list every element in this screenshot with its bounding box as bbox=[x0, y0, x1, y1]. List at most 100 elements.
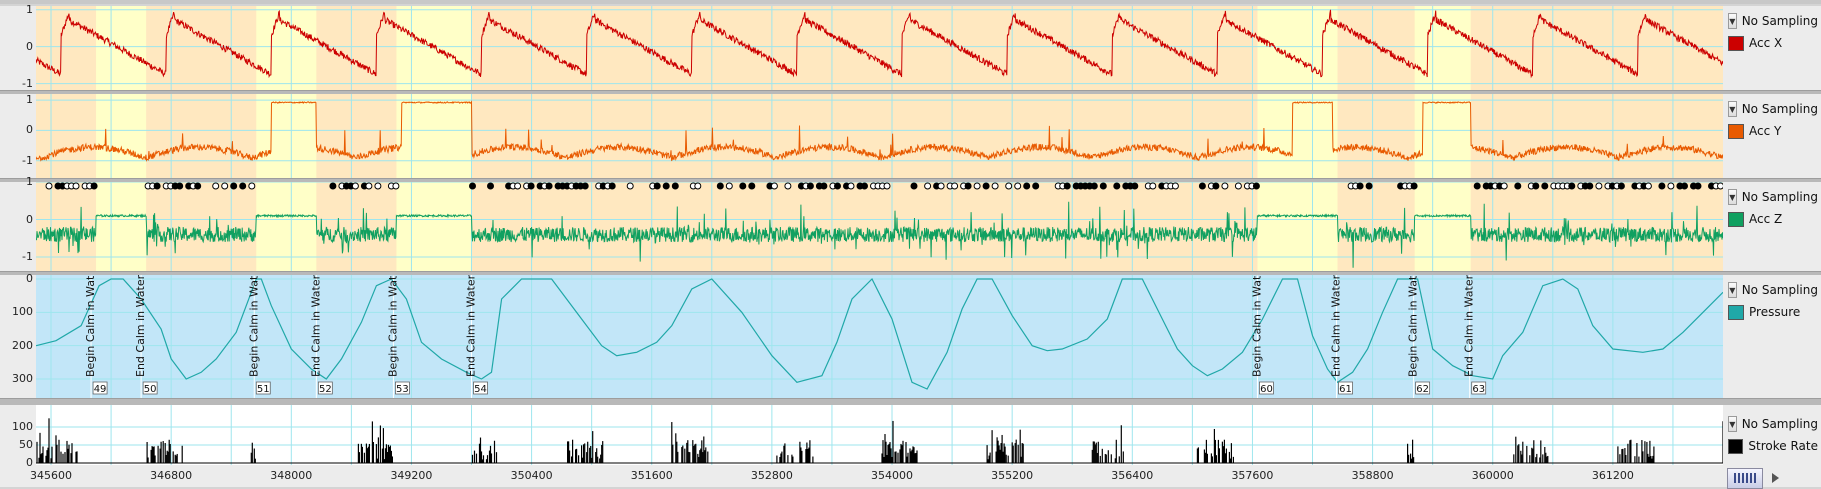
acc-z-legend[interactable]: Acc Z bbox=[1728, 210, 1818, 228]
acc-y-sampling-dropdown[interactable]: ▼ No Sampling bbox=[1728, 100, 1818, 118]
stroke-marker bbox=[806, 182, 814, 190]
sampling-toggle-button[interactable] bbox=[1727, 468, 1763, 489]
stroke-marker bbox=[248, 182, 256, 190]
acc-y-plot[interactable] bbox=[36, 94, 1723, 179]
stroke-marker bbox=[973, 182, 981, 190]
stroke-marker bbox=[1568, 182, 1576, 190]
panel-splitter[interactable] bbox=[0, 398, 1821, 405]
stroke-marker bbox=[1005, 182, 1013, 190]
stroke-marker bbox=[1099, 182, 1107, 190]
stroke-marker bbox=[820, 182, 828, 190]
top-toolbar-strip bbox=[0, 0, 1821, 4]
x-tick-label: 350400 bbox=[510, 469, 553, 482]
stroke-rate-sampling-dropdown[interactable]: ▼ No Sampling bbox=[1728, 415, 1818, 433]
panel-splitter[interactable] bbox=[0, 271, 1821, 275]
scroll-right-button[interactable] bbox=[1766, 470, 1806, 486]
stroke-marker bbox=[1410, 182, 1418, 190]
stroke-marker bbox=[847, 182, 855, 190]
acc-z-plot[interactable] bbox=[36, 182, 1723, 272]
stroke-rate-chart bbox=[36, 405, 1723, 465]
stroke-marker bbox=[1644, 182, 1652, 190]
calm-band bbox=[1257, 182, 1338, 272]
event-number: 49 bbox=[94, 384, 107, 395]
y-tick-label: 1 bbox=[26, 2, 33, 16]
stroke-marker bbox=[545, 182, 553, 190]
panel-splitter[interactable] bbox=[0, 178, 1821, 182]
acc-x-panel: ▼ No Sampling Acc X bbox=[0, 6, 1821, 91]
stroke-marker bbox=[194, 182, 202, 190]
pressure-sampling-dropdown[interactable]: ▼ No Sampling bbox=[1728, 281, 1818, 299]
acc-y-series bbox=[36, 100, 1723, 162]
stroke-marker bbox=[626, 182, 634, 190]
acc-x-plot[interactable] bbox=[36, 6, 1723, 91]
y-tick-label: 1 bbox=[26, 93, 33, 107]
acc-x-legend[interactable]: Acc X bbox=[1728, 34, 1818, 52]
y-tick-label: 0 bbox=[26, 272, 33, 285]
stroke-rate-legend[interactable]: Stroke Rate bbox=[1728, 437, 1818, 455]
stroke-marker bbox=[230, 182, 238, 190]
stroke-marker bbox=[239, 182, 247, 190]
stroke-marker bbox=[90, 182, 98, 190]
stroke-marker bbox=[1717, 182, 1723, 190]
color-swatch[interactable] bbox=[1728, 304, 1744, 320]
event-label: Begin Calm in Water bbox=[1407, 275, 1420, 377]
legend-label: Pressure bbox=[1749, 305, 1801, 319]
chevron-down-icon[interactable]: ▼ bbox=[1728, 101, 1737, 117]
y-tick-label: 100 bbox=[12, 420, 33, 433]
stroke-marker bbox=[883, 182, 891, 190]
x-tick-label: 354000 bbox=[871, 469, 913, 482]
event-number: 62 bbox=[1416, 384, 1429, 395]
stroke-marker bbox=[924, 182, 932, 190]
event-number-box bbox=[395, 381, 410, 395]
pressure-legend[interactable]: Pressure bbox=[1728, 303, 1818, 321]
stroke-marker bbox=[469, 182, 476, 190]
color-swatch[interactable] bbox=[1728, 35, 1744, 51]
x-tick-label: 355200 bbox=[991, 469, 1034, 482]
stroke-marker bbox=[1032, 182, 1040, 190]
stroke-marker bbox=[153, 182, 161, 190]
stroke-marker bbox=[1532, 182, 1540, 190]
y-tick-label: -1 bbox=[22, 153, 33, 167]
acc-x-chart bbox=[36, 6, 1723, 91]
stroke-marker bbox=[351, 182, 359, 190]
event-number: 53 bbox=[396, 384, 409, 395]
acc-x-sampling-dropdown[interactable]: ▼ No Sampling bbox=[1728, 12, 1818, 30]
stroke-marker bbox=[45, 182, 53, 190]
x-tick-label: 360000 bbox=[1471, 469, 1514, 482]
event-number-box bbox=[255, 381, 271, 395]
calm-band bbox=[1414, 182, 1471, 272]
event-number-box bbox=[92, 381, 108, 395]
color-swatch[interactable] bbox=[1728, 438, 1744, 454]
event-number-box bbox=[473, 381, 488, 395]
panel-splitter[interactable] bbox=[0, 90, 1821, 94]
acc-y-legend[interactable]: Acc Y bbox=[1728, 122, 1818, 140]
chevron-down-icon[interactable]: ▼ bbox=[1728, 282, 1737, 298]
stroke-marker bbox=[1023, 182, 1031, 190]
y-tick-label: 0 bbox=[26, 39, 33, 53]
y-tick-label: 300 bbox=[12, 372, 33, 385]
chevron-down-icon[interactable]: ▼ bbox=[1728, 189, 1737, 205]
stroke-marker bbox=[1356, 182, 1364, 190]
color-swatch[interactable] bbox=[1728, 211, 1744, 227]
pressure-plot[interactable]: Begin Calm in Water 49 End Calm in Water 50… bbox=[36, 275, 1723, 399]
x-tick-label: 348000 bbox=[270, 469, 313, 482]
chevron-down-icon[interactable]: ▼ bbox=[1728, 13, 1737, 29]
acc-z-panel: ▼ No Sampling Acc Z bbox=[0, 182, 1821, 272]
calm-band bbox=[396, 182, 472, 272]
event-label: Begin Calm in Water bbox=[247, 275, 260, 377]
stroke-rate-plot[interactable] bbox=[36, 405, 1723, 465]
x-tick-label: 349200 bbox=[390, 469, 433, 482]
calm-band bbox=[96, 182, 147, 272]
acc-y-chart bbox=[36, 94, 1723, 179]
stroke-marker bbox=[982, 182, 990, 190]
sampling-label: No Sampling bbox=[1741, 14, 1818, 28]
acc-z-sampling-dropdown[interactable]: ▼ No Sampling bbox=[1728, 188, 1818, 206]
stroke-marker bbox=[1514, 182, 1522, 190]
stroke-marker bbox=[1595, 182, 1603, 190]
event-label: End Calm in Water bbox=[1463, 275, 1476, 377]
stroke-marker bbox=[784, 182, 792, 190]
color-swatch[interactable] bbox=[1728, 123, 1744, 139]
arrow-right-icon bbox=[1772, 473, 1779, 483]
chevron-down-icon[interactable]: ▼ bbox=[1728, 416, 1737, 432]
sampling-label: No Sampling bbox=[1741, 102, 1818, 116]
